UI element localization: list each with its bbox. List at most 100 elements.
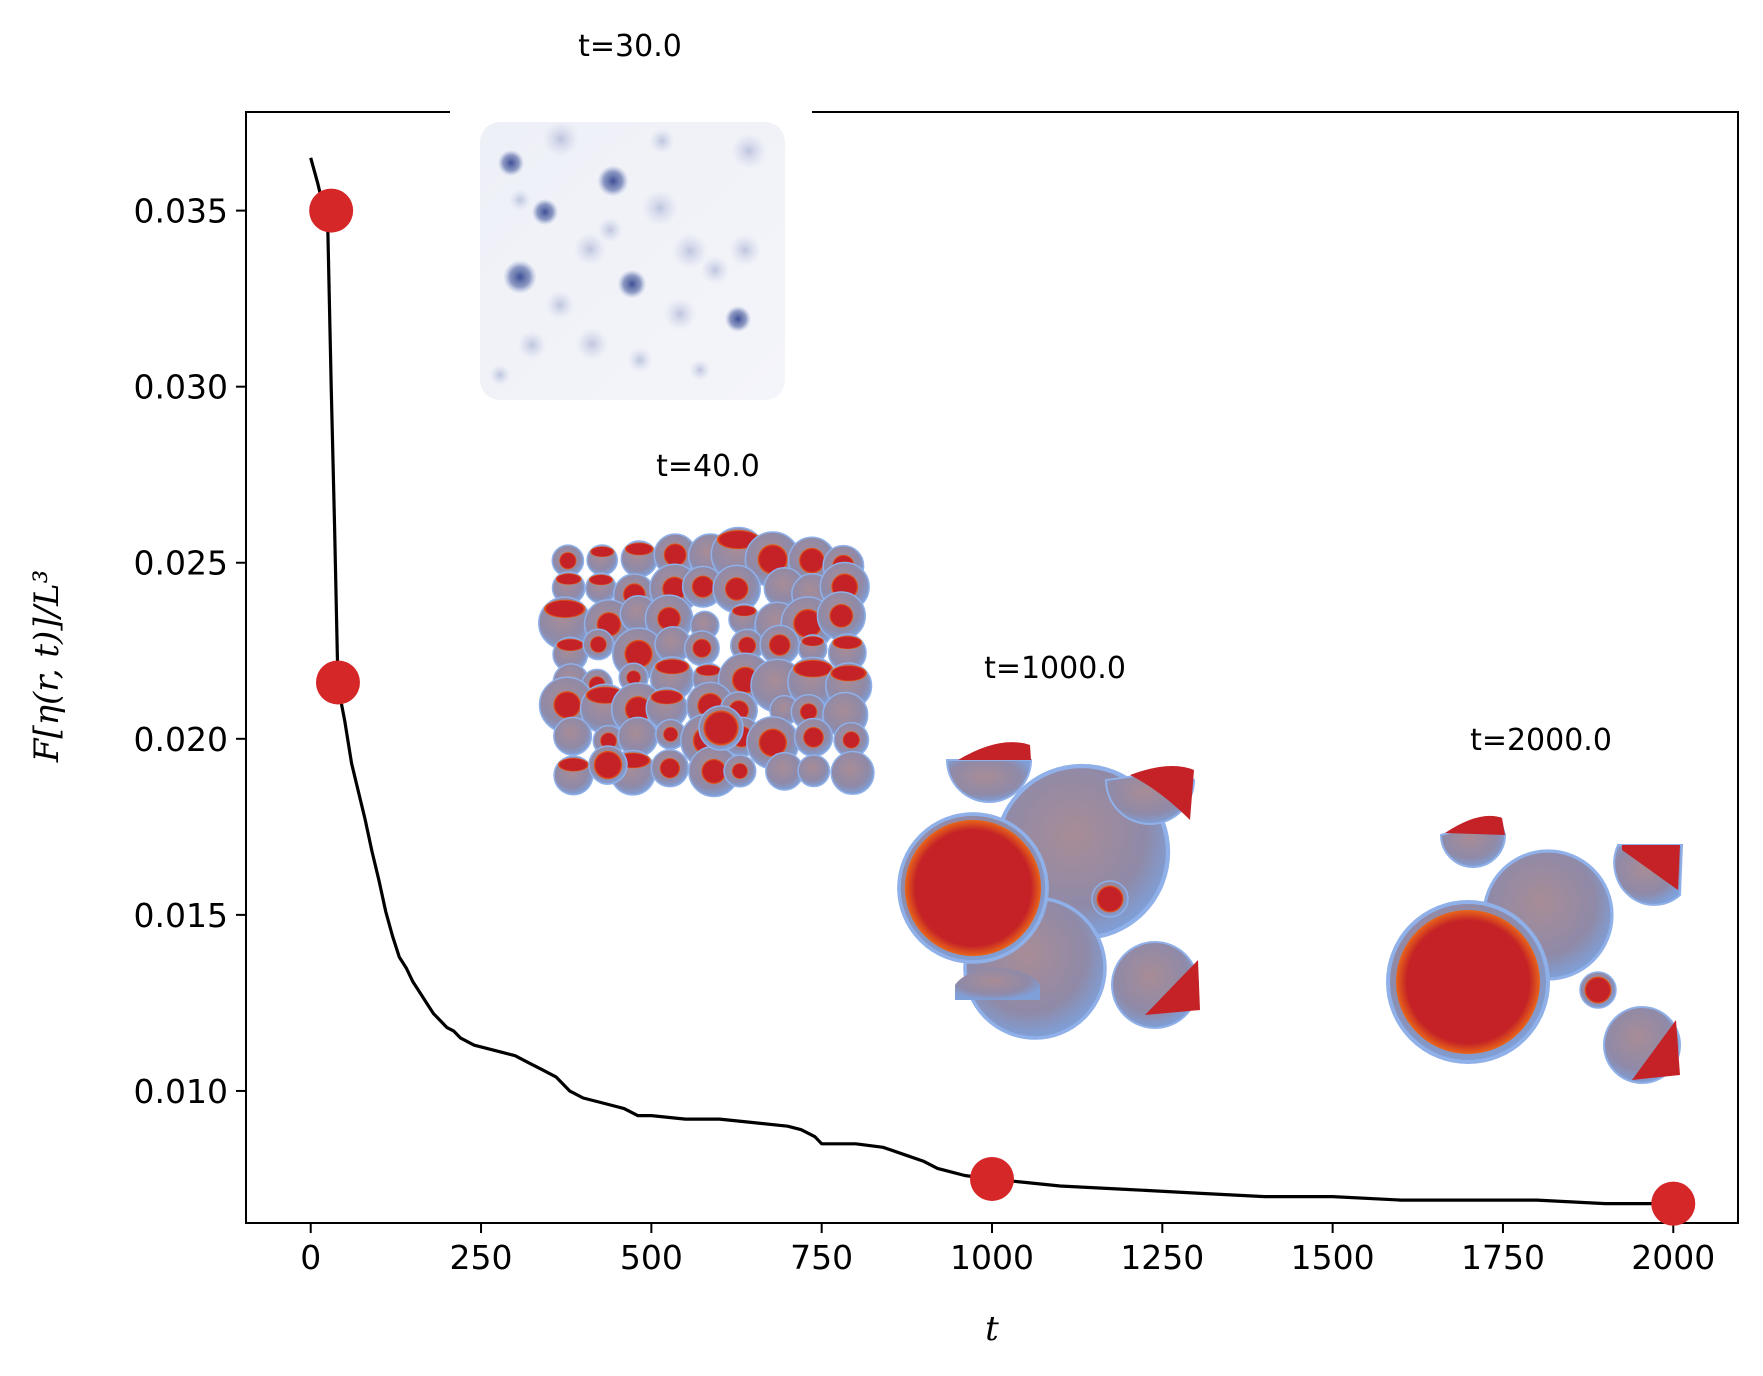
x-tick-label: 500: [620, 1238, 683, 1277]
axis-ticks: 0 250 500 750 1000 1250 1500 1750 2000 0.010 0.015…: [134, 192, 1716, 1277]
droplet-core: [731, 763, 748, 779]
droplet-core: [1632, 1020, 1680, 1080]
diffuse-blob: [573, 232, 607, 266]
inset-title: t=1000.0: [984, 651, 1126, 686]
droplet-core: [626, 670, 641, 685]
x-tick-label: 2000: [1631, 1238, 1715, 1277]
diffuse-blob: [531, 198, 559, 226]
y-tick-label: 0.025: [134, 544, 228, 583]
droplet-core: [799, 703, 818, 721]
droplet-core: [1096, 885, 1124, 913]
y-tick-label: 0.015: [134, 896, 228, 935]
droplet-core: [557, 757, 589, 772]
diffuse-blob: [597, 165, 629, 197]
droplet-core: [757, 544, 788, 575]
droplet-core: [1130, 766, 1194, 820]
marker-point: [309, 188, 354, 233]
y-tick-label: 0.020: [134, 720, 228, 759]
droplet-core: [691, 575, 715, 598]
droplet-core: [798, 547, 825, 574]
droplet: [797, 754, 831, 788]
droplet-core: [590, 546, 615, 558]
x-tick-label: 0: [300, 1238, 321, 1277]
inset-title: t=30.0: [578, 29, 682, 64]
droplet-core: [1145, 960, 1200, 1015]
diffuse-blob: [489, 364, 511, 386]
droplet-core: [553, 691, 581, 719]
diffuse-blob: [597, 217, 623, 243]
droplet-core: [803, 726, 824, 748]
droplet: [945, 759, 1033, 803]
inset-coarse: t=1000.0: [875, 651, 1235, 1070]
inset-diffuse: t=30.0: [450, 29, 812, 414]
droplet-core: [600, 732, 617, 750]
diffuse-blob: [700, 255, 730, 285]
droplet-core: [703, 710, 739, 746]
fog-cube: [480, 122, 785, 400]
droplet-core: [659, 758, 681, 779]
droplet-core: [701, 758, 727, 784]
diffuse-blob: [543, 121, 579, 157]
x-tick-label: 750: [790, 1238, 853, 1277]
x-tick-label: 250: [450, 1238, 513, 1277]
droplet-core: [724, 577, 749, 601]
droplet-core: [654, 659, 690, 675]
diffuse-blob: [627, 347, 653, 373]
droplet-core: [695, 664, 721, 676]
droplet-core: [731, 605, 757, 617]
diffuse-blob: [497, 149, 525, 177]
y-axis-label: F[η(r, t)]/L³: [27, 570, 67, 763]
diffuse-blob: [517, 330, 547, 360]
droplet-core: [829, 603, 854, 628]
diffuse-blob: [509, 189, 531, 211]
marker-point: [1651, 1181, 1696, 1226]
droplet-core: [1622, 845, 1680, 890]
diffuse-blob: [672, 233, 708, 269]
x-tick-label: 1250: [1120, 1238, 1204, 1277]
x-tick-label: 1000: [950, 1238, 1034, 1277]
droplet-core: [559, 552, 577, 570]
droplet-core: [588, 574, 614, 586]
diffuse-blob: [575, 327, 609, 361]
x-tick-label: 1500: [1291, 1238, 1375, 1277]
droplet-core: [758, 728, 788, 757]
droplet-core: [663, 726, 679, 742]
droplet-core: [842, 731, 860, 749]
x-tick-label: 1750: [1461, 1238, 1545, 1277]
y-tick-label: 0.035: [134, 192, 228, 231]
droplet-core: [555, 573, 582, 585]
droplet-core: [624, 696, 652, 723]
diffuse-blob: [663, 297, 697, 331]
inset-title: t=40.0: [656, 449, 760, 484]
droplet-core: [830, 665, 867, 682]
inset-title: t=2000.0: [1470, 723, 1612, 758]
droplet-core: [624, 542, 654, 556]
x-axis-label: t: [985, 1309, 999, 1349]
droplet-core: [1445, 815, 1505, 835]
diffuse-blob: [689, 359, 711, 381]
droplet-core: [832, 636, 863, 650]
droplet-core: [624, 639, 653, 669]
droplet-core: [958, 742, 1031, 760]
diffuse-blob: [649, 128, 675, 154]
droplet-core: [1396, 910, 1540, 1054]
diffuse-blob: [731, 133, 767, 169]
droplet-core: [793, 608, 823, 639]
diffuse-blob: [728, 233, 762, 267]
droplet-core: [556, 638, 585, 651]
diffuse-blob: [617, 269, 647, 299]
y-tick-label: 0.010: [134, 1072, 228, 1111]
droplet-core: [657, 606, 681, 631]
droplet-core: [692, 638, 712, 658]
droplet-core: [801, 636, 824, 647]
droplet-core: [738, 636, 757, 655]
diffuse-blob: [642, 190, 678, 226]
droplet-core: [663, 543, 687, 567]
droplet-core: [590, 636, 607, 653]
markers: [309, 188, 1696, 1226]
inset-coarsest: t=2000.0: [1375, 723, 1717, 1095]
marker-point: [315, 660, 360, 705]
marker-point: [970, 1156, 1014, 1201]
y-tick-label: 0.030: [134, 368, 228, 407]
droplet-core: [593, 750, 623, 780]
